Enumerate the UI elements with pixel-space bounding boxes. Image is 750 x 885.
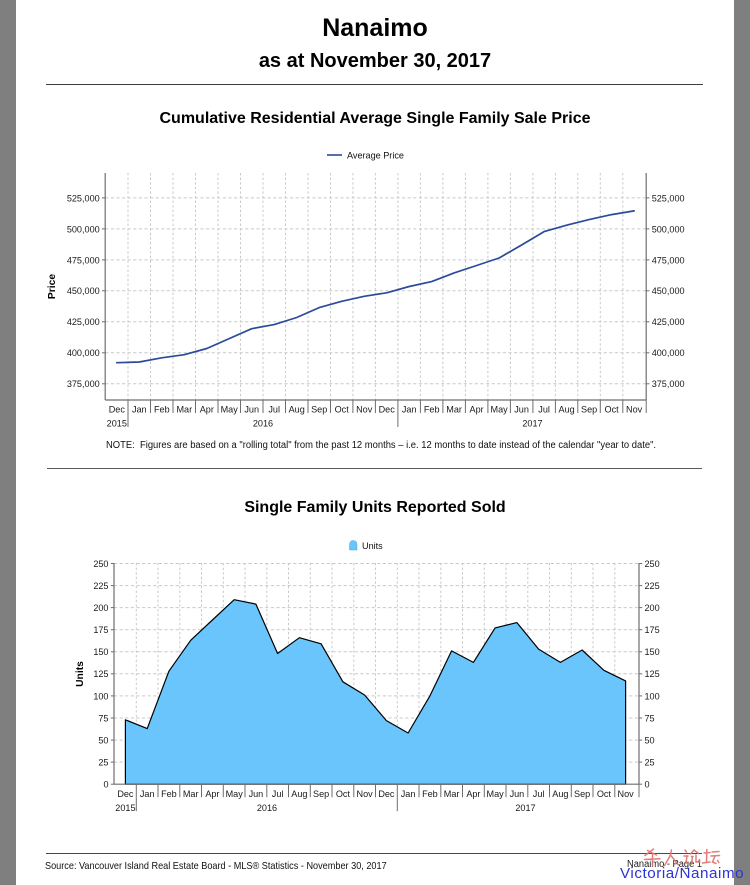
svg-text:Apr: Apr xyxy=(205,789,219,799)
svg-text:175: 175 xyxy=(645,625,660,635)
svg-text:Apr: Apr xyxy=(470,405,484,415)
svg-text:Feb: Feb xyxy=(154,405,170,415)
svg-text:Jun: Jun xyxy=(244,405,259,415)
svg-text:2015: 2015 xyxy=(115,803,135,813)
svg-text:Nov: Nov xyxy=(356,405,373,415)
svg-text:Jan: Jan xyxy=(140,789,155,799)
svg-text:500,000: 500,000 xyxy=(67,224,100,234)
svg-text:Jan: Jan xyxy=(401,789,416,799)
svg-text:May: May xyxy=(491,405,509,415)
svg-text:Dec: Dec xyxy=(378,789,395,799)
svg-text:75: 75 xyxy=(98,713,108,723)
svg-text:250: 250 xyxy=(93,559,108,569)
svg-text:Units: Units xyxy=(362,541,383,551)
svg-text:25: 25 xyxy=(98,758,108,768)
svg-text:May: May xyxy=(487,789,505,799)
svg-text:0: 0 xyxy=(103,780,108,790)
svg-text:Jun: Jun xyxy=(510,789,525,799)
svg-text:Jun: Jun xyxy=(514,405,529,415)
svg-text:150: 150 xyxy=(93,647,108,657)
svg-text:175: 175 xyxy=(93,625,108,635)
svg-text:Feb: Feb xyxy=(424,405,440,415)
svg-text:500,000: 500,000 xyxy=(652,224,685,234)
svg-text:Nov: Nov xyxy=(618,789,635,799)
svg-text:225: 225 xyxy=(645,581,660,591)
svg-text:200: 200 xyxy=(645,603,660,613)
svg-text:75: 75 xyxy=(645,713,655,723)
svg-text:425,000: 425,000 xyxy=(652,317,685,327)
svg-text:100: 100 xyxy=(645,691,660,701)
svg-text:375,000: 375,000 xyxy=(652,379,685,389)
svg-text:225: 225 xyxy=(93,581,108,591)
svg-text:150: 150 xyxy=(645,647,660,657)
svg-text:Jul: Jul xyxy=(538,405,550,415)
svg-text:Dec: Dec xyxy=(109,405,126,415)
svg-text:Sep: Sep xyxy=(311,405,327,415)
svg-text:Oct: Oct xyxy=(336,789,351,799)
svg-text:525,000: 525,000 xyxy=(652,193,685,203)
svg-text:100: 100 xyxy=(93,691,108,701)
svg-text:Mar: Mar xyxy=(446,405,462,415)
svg-text:50: 50 xyxy=(98,736,108,746)
svg-text:450,000: 450,000 xyxy=(652,286,685,296)
svg-text:250: 250 xyxy=(645,559,660,569)
svg-text:Jul: Jul xyxy=(268,405,280,415)
svg-text:Feb: Feb xyxy=(161,789,177,799)
svg-text:Mar: Mar xyxy=(444,789,460,799)
svg-text:Oct: Oct xyxy=(605,405,620,415)
svg-text:25: 25 xyxy=(645,758,655,768)
svg-text:2016: 2016 xyxy=(257,803,277,813)
svg-text:Mar: Mar xyxy=(176,405,192,415)
svg-text:Nov: Nov xyxy=(626,405,643,415)
svg-text:525,000: 525,000 xyxy=(67,193,100,203)
svg-text:Oct: Oct xyxy=(597,789,612,799)
svg-text:May: May xyxy=(221,405,239,415)
svg-text:Aug: Aug xyxy=(552,789,568,799)
svg-text:125: 125 xyxy=(645,669,660,679)
svg-text:0: 0 xyxy=(645,780,650,790)
svg-text:Mar: Mar xyxy=(183,789,199,799)
svg-text:Jun: Jun xyxy=(249,789,264,799)
svg-text:Price: Price xyxy=(47,274,58,299)
svg-text:Sep: Sep xyxy=(574,789,590,799)
svg-text:50: 50 xyxy=(645,736,655,746)
svg-text:Nov: Nov xyxy=(357,789,374,799)
svg-text:Apr: Apr xyxy=(466,789,480,799)
svg-text:Aug: Aug xyxy=(559,405,575,415)
svg-text:2017: 2017 xyxy=(522,419,542,429)
svg-text:Feb: Feb xyxy=(422,789,438,799)
svg-text:475,000: 475,000 xyxy=(67,255,100,265)
svg-text:125: 125 xyxy=(93,669,108,679)
svg-text:200: 200 xyxy=(93,603,108,613)
svg-text:450,000: 450,000 xyxy=(67,286,100,296)
svg-text:Sep: Sep xyxy=(313,789,329,799)
svg-text:400,000: 400,000 xyxy=(67,348,100,358)
svg-text:Units: Units xyxy=(75,661,86,687)
svg-text:Sep: Sep xyxy=(581,405,597,415)
svg-text:Jul: Jul xyxy=(533,789,545,799)
svg-text:375,000: 375,000 xyxy=(67,379,100,389)
svg-text:Jan: Jan xyxy=(402,405,417,415)
svg-text:Aug: Aug xyxy=(291,789,307,799)
svg-text:2017: 2017 xyxy=(515,803,535,813)
svg-text:400,000: 400,000 xyxy=(652,348,685,358)
svg-text:2015: 2015 xyxy=(107,419,127,429)
svg-text:425,000: 425,000 xyxy=(67,317,100,327)
svg-text:Dec: Dec xyxy=(379,405,396,415)
svg-text:Oct: Oct xyxy=(335,405,350,415)
svg-text:Dec: Dec xyxy=(117,789,134,799)
svg-text:475,000: 475,000 xyxy=(652,255,685,265)
svg-text:Jul: Jul xyxy=(272,789,284,799)
svg-text:Aug: Aug xyxy=(289,405,305,415)
svg-text:Jan: Jan xyxy=(132,405,147,415)
svg-text:Apr: Apr xyxy=(200,405,214,415)
svg-text:2016: 2016 xyxy=(253,419,273,429)
svg-text:May: May xyxy=(226,789,244,799)
svg-text:Average Price: Average Price xyxy=(347,150,404,160)
